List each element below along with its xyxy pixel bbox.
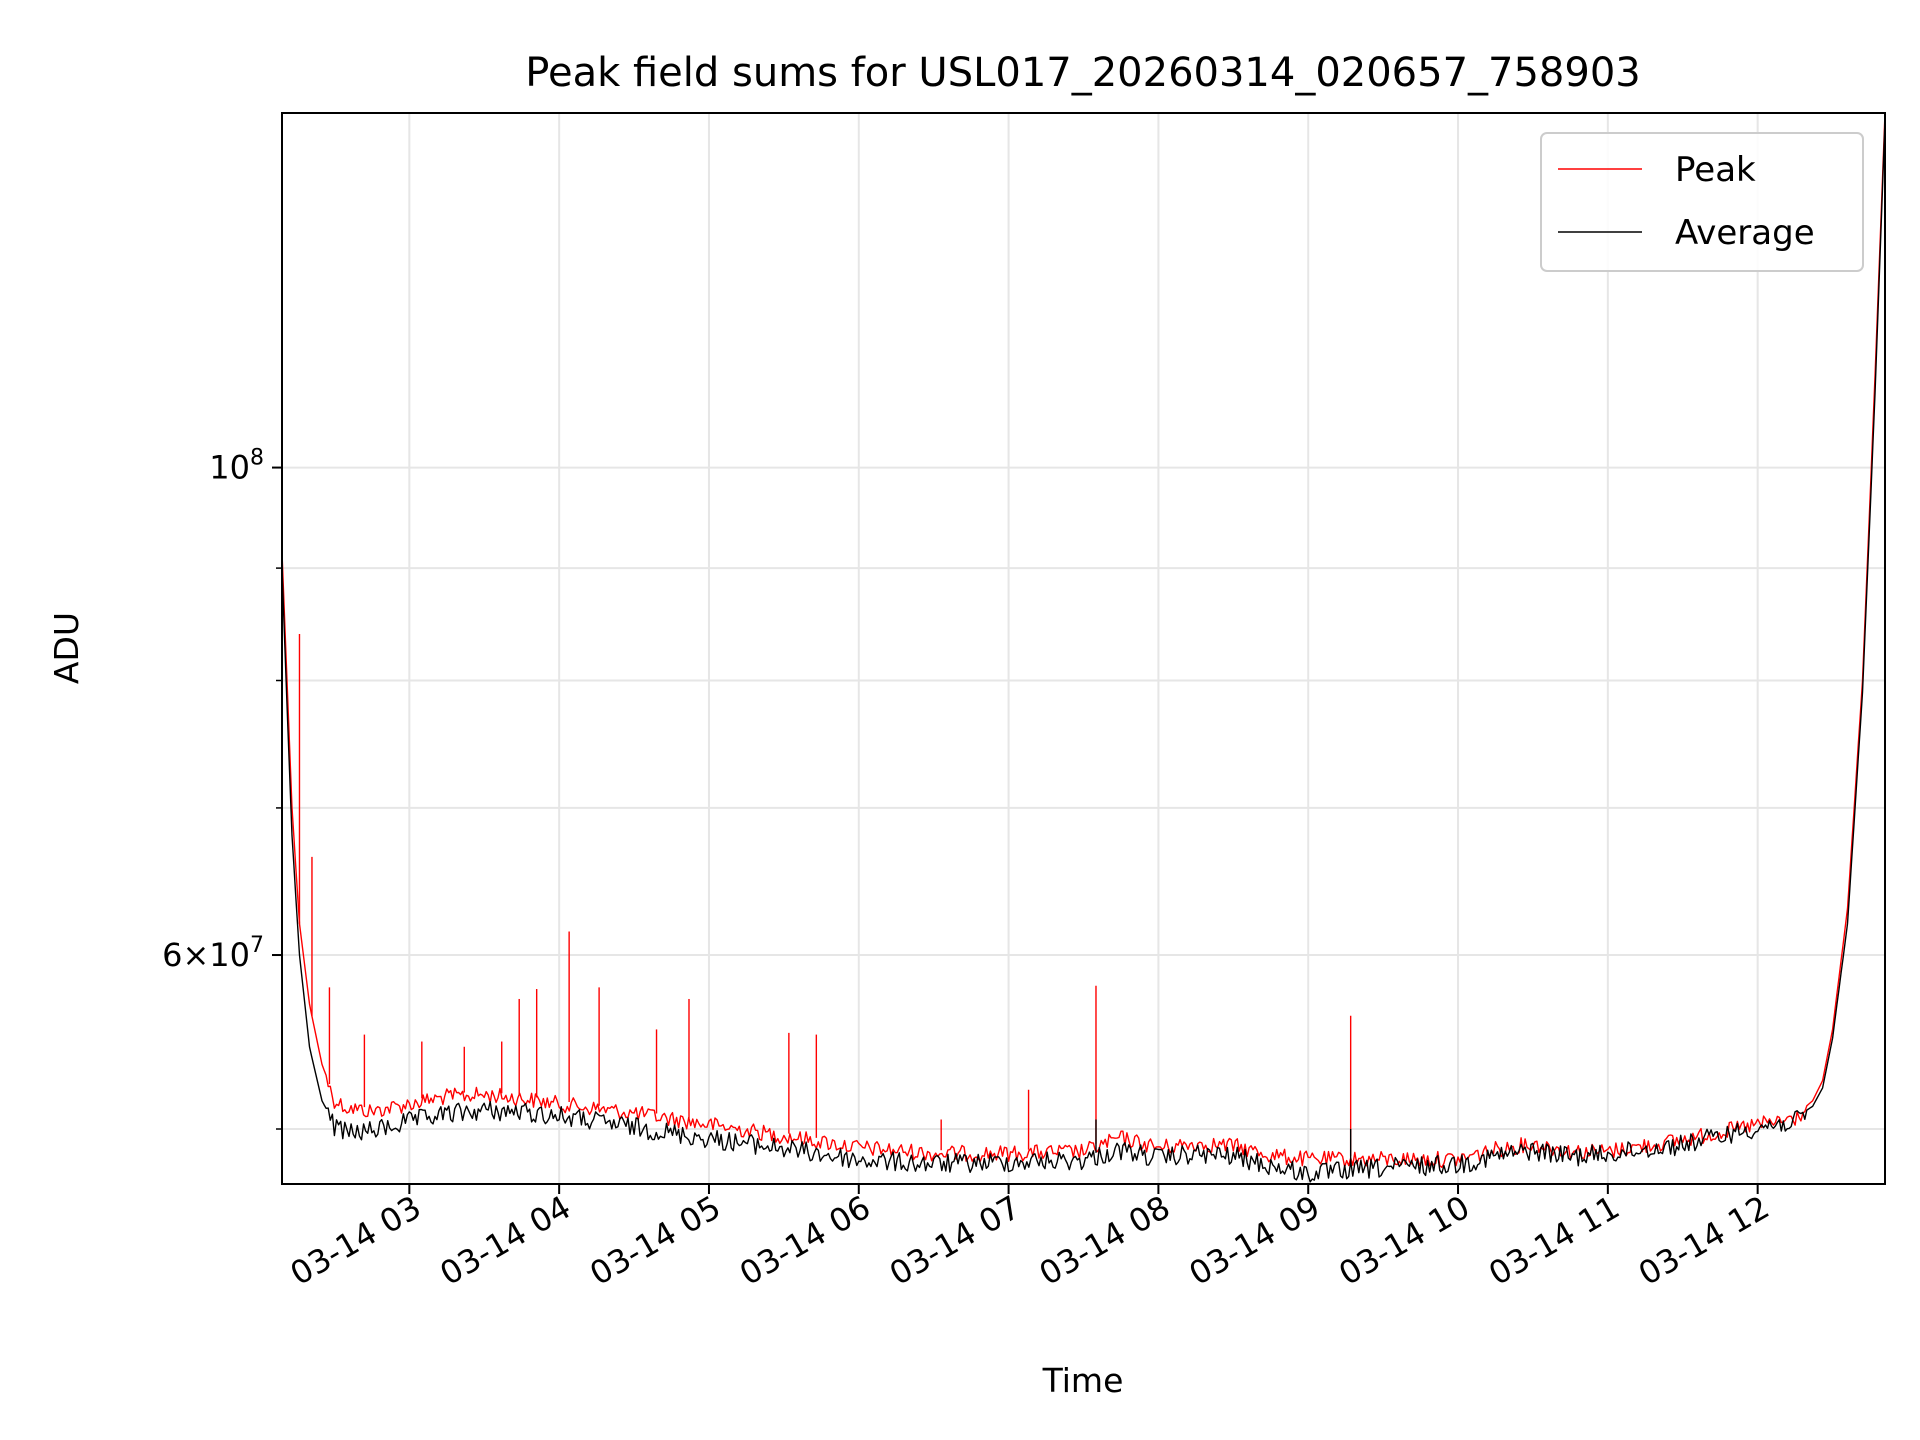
y-tick-label: 6×107 bbox=[162, 933, 264, 974]
y-tick-label: 108 bbox=[209, 446, 264, 487]
series-layer bbox=[282, 113, 1885, 1183]
legend-peak-label: Peak bbox=[1675, 150, 1756, 190]
y-axis: 108 6×107 bbox=[162, 446, 282, 1130]
x-axis-label: Time bbox=[1042, 1361, 1124, 1400]
legend-average-label: Average bbox=[1675, 213, 1815, 253]
y-axis-label: ADU bbox=[47, 612, 86, 684]
chart-title: Peak field sums for USL017_20260314_0206… bbox=[525, 50, 1640, 96]
series-line-average bbox=[282, 119, 1885, 1183]
grid bbox=[282, 113, 1885, 1184]
legend: Peak Average bbox=[1540, 132, 1864, 272]
series-line-peak bbox=[282, 113, 1885, 1168]
legend-box bbox=[1540, 132, 1864, 272]
plot-frame bbox=[281, 112, 1886, 1185]
